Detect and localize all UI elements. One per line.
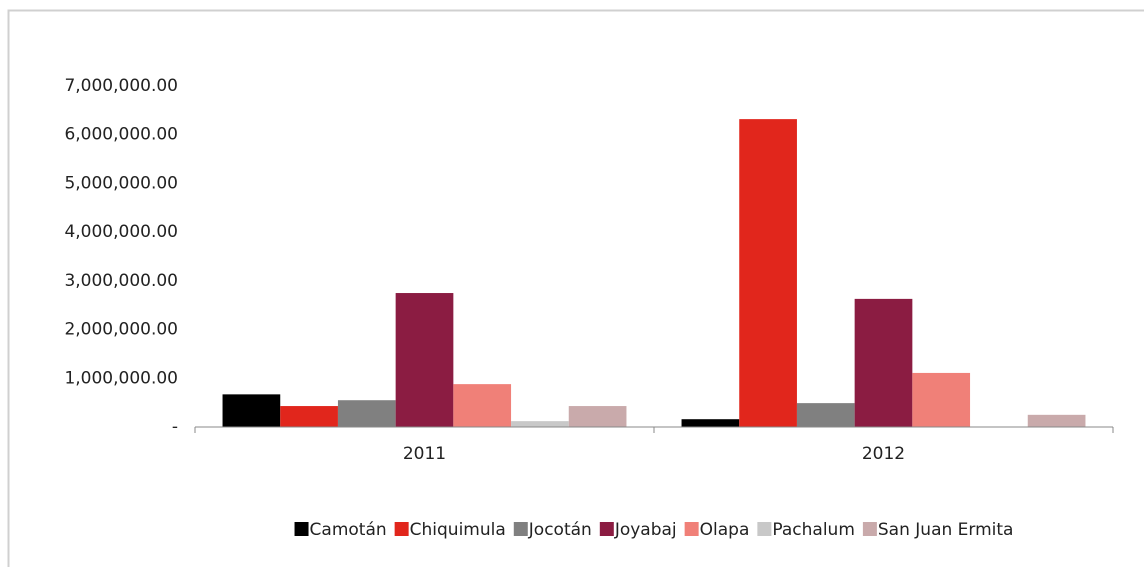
bar: [1027, 414, 1086, 427]
legend-swatch: [862, 522, 877, 536]
bar: [568, 406, 627, 427]
y-tick-label: 3,000,000.00: [64, 271, 178, 291]
legend-swatch: [394, 522, 409, 536]
bar: [453, 384, 512, 427]
legend-label: Olapa: [700, 520, 750, 540]
bar: [222, 394, 281, 427]
x-tick-label: 2011: [403, 444, 446, 464]
legend-label: Camotán: [310, 520, 387, 540]
bar: [854, 298, 913, 427]
legend-label: Pachalum: [772, 520, 855, 540]
bar: [280, 406, 338, 427]
y-tick-label: 5,000,000.00: [64, 173, 178, 193]
bar: [796, 403, 855, 427]
bar: [912, 372, 971, 427]
legend-label: San Juan Ermita: [878, 520, 1014, 540]
legend-swatch: [294, 522, 309, 536]
y-tick-label: 6,000,000.00: [64, 125, 178, 145]
legend-swatch: [757, 522, 772, 536]
bar: [681, 419, 740, 427]
legend-label: Jocotán: [528, 520, 592, 540]
legend-label: Joyabaj: [614, 520, 677, 540]
legend-swatch: [513, 522, 528, 536]
chart-frame: [7, 9, 1144, 567]
legend-swatch: [684, 522, 699, 536]
x-tick-label: 2012: [862, 444, 905, 464]
bar: [511, 421, 569, 427]
legend-swatch: [599, 522, 614, 536]
bar: [337, 400, 396, 427]
legend-label: Chiquimula: [410, 520, 506, 540]
y-tick-label: 7,000,000.00: [64, 76, 178, 96]
y-tick-label: 1,000,000.00: [64, 368, 178, 388]
bar: [739, 119, 797, 427]
y-tick-label: -: [172, 417, 178, 437]
y-tick-label: 4,000,000.00: [64, 222, 178, 242]
bar: [395, 293, 454, 427]
y-tick-label: 2,000,000.00: [64, 320, 178, 340]
